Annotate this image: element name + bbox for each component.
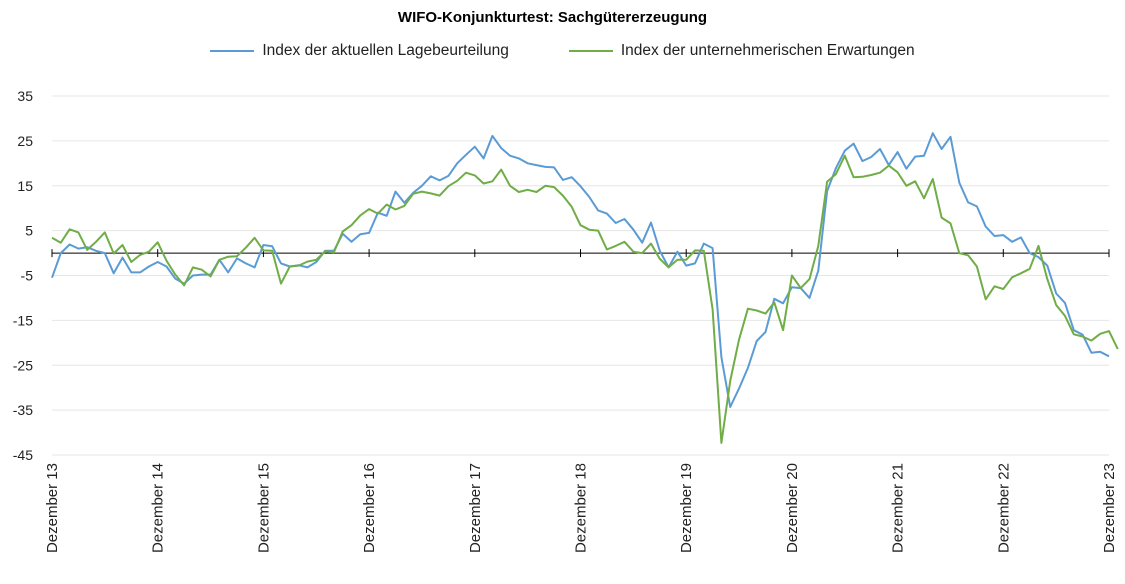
y-tick-label: 25 [17, 133, 33, 149]
chart-title: WIFO-Konjunkturtest: Sachgütererzeugung [397, 9, 708, 26]
x-tick-label: Dezember 21 [890, 463, 907, 553]
y-tick-label: -25 [13, 357, 33, 373]
x-tick-label: Dezember 19 [678, 463, 695, 553]
series-line-erwartungen [51, 154, 1119, 444]
legend-swatch-green [568, 50, 613, 52]
chart-legend: Index der aktuellen Lagebeurteilung Inde… [0, 42, 1125, 60]
legend-label-erwartungen: Index der unternehmerischen Erwartungen [620, 42, 915, 59]
y-tick-label: 35 [17, 88, 33, 104]
x-tick-label: Dezember 20 [784, 463, 801, 553]
x-tick-label: Dezember 17 [467, 463, 484, 553]
y-tick-label: -5 [21, 268, 34, 284]
y-tick-label: 15 [17, 178, 33, 194]
y-tick-label: -35 [13, 402, 33, 418]
legend-swatch-blue [210, 50, 255, 52]
y-tick-label: -45 [13, 447, 33, 463]
legend-item-erwartungen: Index der unternehmerischen Erwartungen [568, 42, 915, 60]
x-tick-label: Dezember 16 [361, 463, 378, 553]
x-tick-label: Dezember 22 [995, 463, 1012, 553]
series-line-lagebeurteilung [51, 132, 1110, 408]
x-tick-label: Dezember 15 [255, 463, 272, 553]
x-tick-label: Dezember 14 [150, 463, 167, 553]
y-tick-label: 5 [25, 223, 33, 239]
x-tick-label: Dezember 18 [573, 463, 590, 553]
legend-item-lagebeurteilung: Index der aktuellen Lagebeurteilung [210, 42, 509, 60]
x-tick-label: Dezember 23 [1101, 463, 1118, 553]
x-tick-label: Dezember 13 [44, 463, 61, 553]
y-tick-label: -15 [13, 312, 33, 328]
legend-label-lagebeurteilung: Index der aktuellen Lagebeurteilung [262, 42, 509, 59]
